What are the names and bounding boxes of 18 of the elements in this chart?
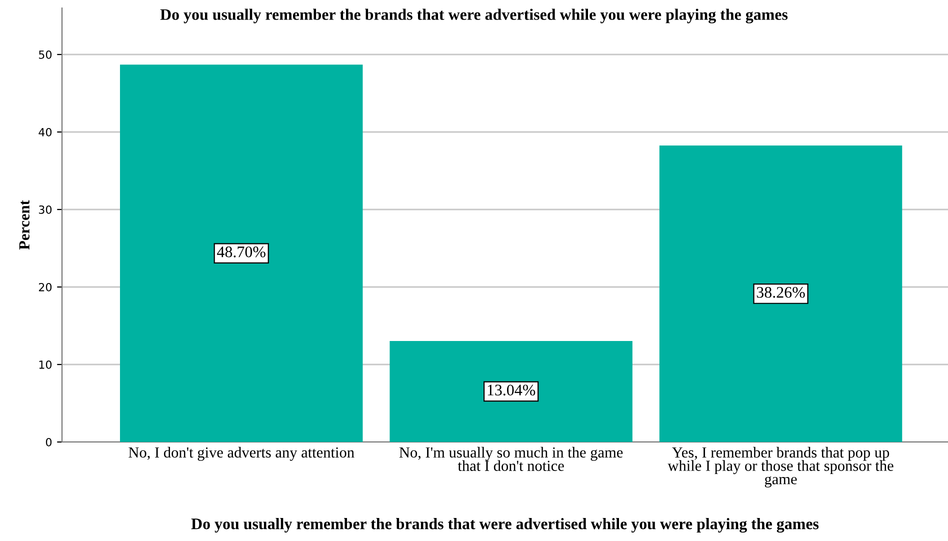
y-tick-label: 20	[38, 282, 52, 292]
y-tick-label: 50	[38, 50, 52, 59]
bar	[659, 145, 902, 442]
y-tick-label: 10	[39, 360, 52, 369]
y-tick-label: 0	[46, 438, 52, 446]
data-label: 13.04%	[488, 384, 536, 396]
y-tick-label: 30	[38, 205, 52, 214]
x-tick-label: Yes, I remember brands that pop up while I play or those that sponsor the game	[668, 446, 894, 488]
chart-title: Do you usually remember the brands that were advertised while you were playing the games	[160, 8, 788, 24]
y-axis-title: Percent	[19, 200, 30, 250]
bar	[120, 64, 363, 442]
x-tick-label: No, I don't give adverts any attention	[128, 446, 354, 461]
y-tick-label: 40	[38, 128, 52, 136]
x-tick-label: No, I'm usually so much in the game that I don't notice	[399, 446, 623, 471]
data-label: 48.70%	[217, 246, 266, 258]
bar	[390, 340, 632, 442]
data-label: 38.26%	[756, 286, 805, 298]
x-axis-title: Do you usually remember the brands that were advertised while you were playing the games	[191, 518, 819, 533]
